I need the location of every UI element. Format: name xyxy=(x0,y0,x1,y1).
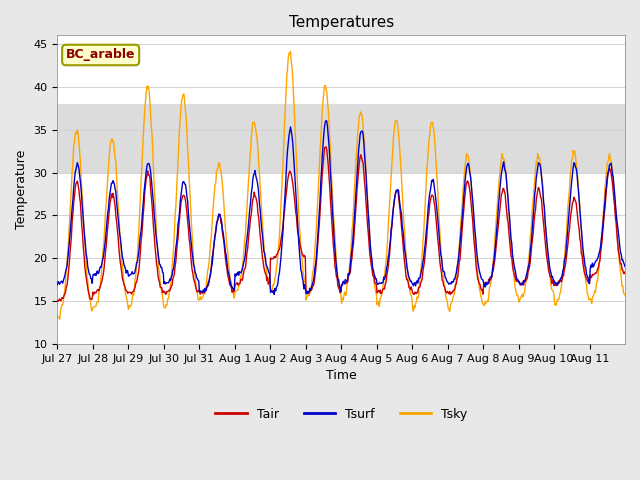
X-axis label: Time: Time xyxy=(326,370,356,383)
Title: Temperatures: Temperatures xyxy=(289,15,394,30)
Legend: Tair, Tsurf, Tsky: Tair, Tsurf, Tsky xyxy=(211,403,472,426)
Bar xyxy=(58,104,625,173)
Y-axis label: Temperature: Temperature xyxy=(15,150,28,229)
Text: BC_arable: BC_arable xyxy=(66,48,136,61)
